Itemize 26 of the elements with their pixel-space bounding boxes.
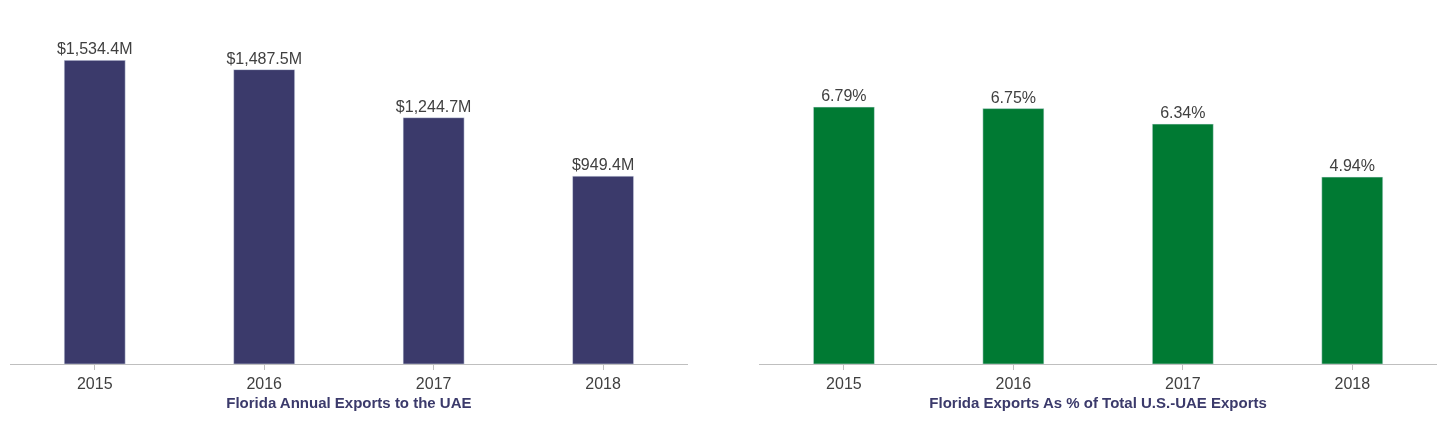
bar <box>233 69 295 364</box>
data-label: $949.4M <box>571 156 635 174</box>
x-tick-label: 2015 <box>826 375 862 393</box>
bar <box>1321 176 1384 364</box>
x-tick-label: 2018 <box>585 375 621 393</box>
bar <box>402 117 465 364</box>
x-axis-title: Florida Annual Exports to the UAE <box>226 394 472 412</box>
x-tick-label: 2018 <box>1334 375 1371 393</box>
data-label: $1,534.4M <box>56 40 133 58</box>
x-tick-label: 2016 <box>995 375 1032 393</box>
bar <box>572 175 634 364</box>
data-label: 4.94% <box>1329 157 1375 175</box>
bar <box>982 108 1045 364</box>
data-label: 6.79% <box>821 87 867 105</box>
x-axis-title: Florida Exports As % of Total U.S.-UAE Exports <box>929 394 1267 412</box>
x-tick-label: 2016 <box>246 375 283 393</box>
bar <box>1152 123 1214 364</box>
x-tick-label: 2015 <box>76 375 113 393</box>
x-tick-label: 2017 <box>1165 375 1201 393</box>
data-label: $1,487.5M <box>226 49 302 67</box>
bar <box>63 60 126 364</box>
x-tick-label: 2017 <box>415 375 452 393</box>
data-label: 6.34% <box>1160 104 1206 122</box>
bar <box>813 106 875 364</box>
data-label: $1,244.7M <box>395 97 472 115</box>
data-label: 6.75% <box>990 88 1037 106</box>
